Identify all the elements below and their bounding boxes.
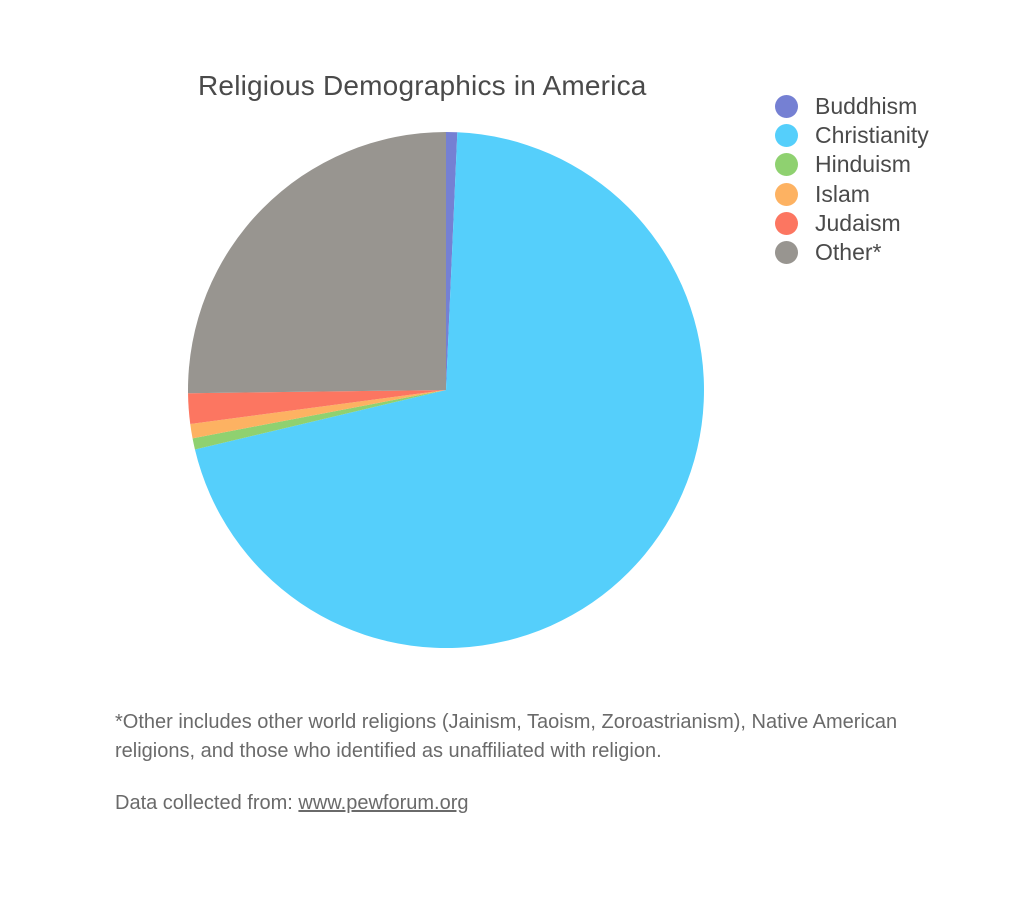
legend-item-buddhism[interactable]: Buddhism: [775, 92, 929, 121]
legend: Buddhism Christianity Hinduism Islam Judaism…: [775, 92, 929, 267]
legend-swatch: [775, 211, 798, 235]
pie-slice-judaism[interactable]: [188, 390, 446, 424]
legend-item-other[interactable]: Other*: [775, 238, 929, 267]
legend-swatch: [775, 153, 798, 177]
legend-item-hinduism[interactable]: Hinduism: [775, 150, 929, 179]
pie-slice-hinduism[interactable]: [192, 390, 446, 450]
legend-label: Hinduism: [815, 151, 911, 178]
pie-slice-islam[interactable]: [190, 390, 446, 439]
pie-chart: [188, 132, 704, 648]
pie-slice-buddhism[interactable]: [446, 132, 458, 390]
source-line: Data collected from: www.pewforum.org: [115, 792, 468, 815]
legend-swatch: [775, 241, 798, 265]
source-link[interactable]: www.pewforum.org: [298, 792, 469, 814]
legend-item-islam[interactable]: Islam: [775, 180, 929, 209]
pie-chart-area: [188, 132, 704, 648]
legend-label: Islam: [815, 180, 870, 207]
pie-slice-christianity[interactable]: [194, 132, 704, 648]
legend-label: Other*: [815, 239, 882, 266]
chart-title: Religious Demographics in America: [198, 70, 647, 101]
legend-label: Christianity: [815, 122, 929, 149]
legend-label: Judaism: [815, 209, 901, 236]
legend-item-judaism[interactable]: Judaism: [775, 209, 929, 238]
legend-swatch: [775, 124, 798, 148]
footnote: *Other includes other world religions (J…: [115, 711, 898, 762]
legend-swatch: [775, 95, 798, 119]
source-prefix: Data collected from:: [115, 792, 299, 814]
pie-slice-other[interactable]: [188, 132, 446, 394]
legend-swatch: [775, 182, 798, 206]
legend-label: Buddhism: [815, 93, 918, 120]
legend-item-christianity[interactable]: Christianity: [775, 121, 929, 150]
